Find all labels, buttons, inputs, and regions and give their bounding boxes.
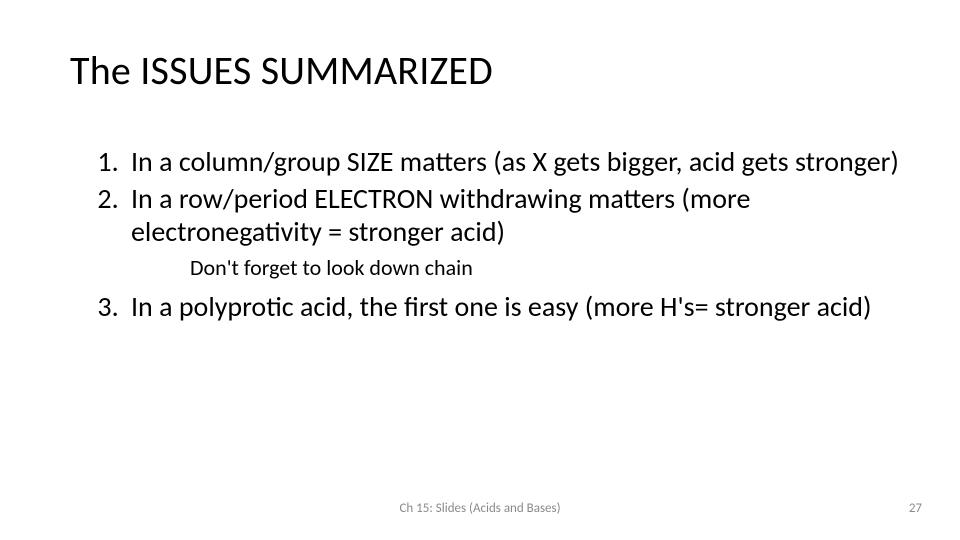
slide-title: The ISSUES SUMMARIZED xyxy=(70,46,493,95)
slide-body: In a column/group SIZE matters (as X get… xyxy=(70,145,910,327)
list-item: In a row/period ELECTRON withdrawing mat… xyxy=(125,182,910,248)
slide-container: The ISSUES SUMMARIZED In a column/group … xyxy=(0,0,960,540)
list-item: In a polyprotic acid, the first one is e… xyxy=(125,290,910,323)
sub-note: Don't forget to look down chain xyxy=(190,254,910,282)
footer-center-text: Ch 15: Slides (Acids and Bases) xyxy=(0,501,960,516)
numbered-list: In a column/group SIZE matters (as X get… xyxy=(70,145,910,248)
slide-number: 27 xyxy=(909,501,922,516)
numbered-list-continued: In a polyprotic acid, the first one is e… xyxy=(70,290,910,323)
list-item: In a column/group SIZE matters (as X get… xyxy=(125,145,910,178)
